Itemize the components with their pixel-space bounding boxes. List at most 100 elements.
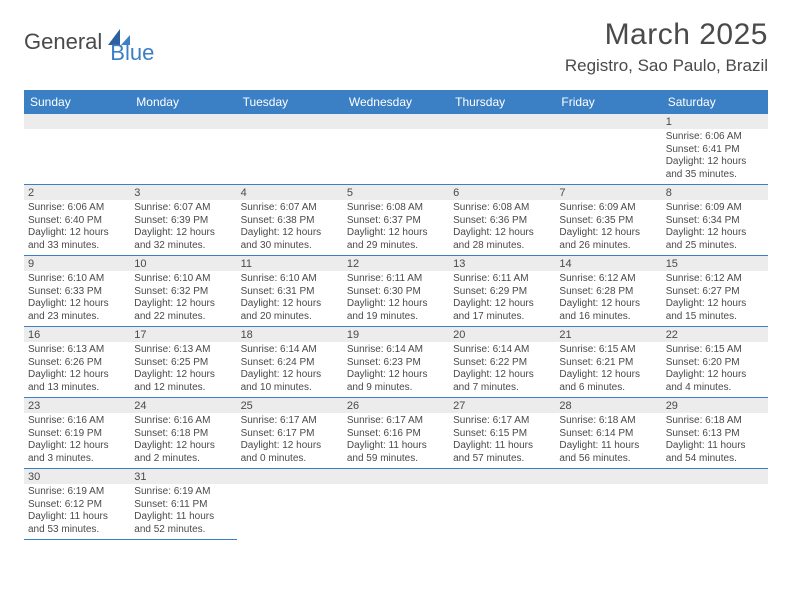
daylight-text-1: Daylight: 12 hours: [134, 227, 232, 240]
daylight-text-2: and 23 minutes.: [28, 311, 126, 324]
day-info: Sunrise: 6:06 AMSunset: 6:41 PMDaylight:…: [662, 129, 768, 184]
blank-cell: [237, 114, 343, 185]
day-info: Sunrise: 6:07 AMSunset: 6:39 PMDaylight:…: [130, 200, 236, 255]
day-info: Sunrise: 6:08 AMSunset: 6:37 PMDaylight:…: [343, 200, 449, 255]
blank-cell: [343, 114, 449, 185]
daylight-text-1: Daylight: 12 hours: [666, 369, 764, 382]
sunrise-text: Sunrise: 6:08 AM: [453, 202, 551, 215]
day-cell: 31Sunrise: 6:19 AMSunset: 6:11 PMDayligh…: [130, 469, 236, 540]
location-text: Registro, Sao Paulo, Brazil: [565, 56, 768, 76]
sunset-text: Sunset: 6:17 PM: [241, 428, 339, 441]
day-info: Sunrise: 6:17 AMSunset: 6:17 PMDaylight:…: [237, 413, 343, 468]
daylight-text-2: and 25 minutes.: [666, 240, 764, 253]
day-cell: 19Sunrise: 6:14 AMSunset: 6:23 PMDayligh…: [343, 327, 449, 398]
day-info: Sunrise: 6:06 AMSunset: 6:40 PMDaylight:…: [24, 200, 130, 255]
day-cell: 20Sunrise: 6:14 AMSunset: 6:22 PMDayligh…: [449, 327, 555, 398]
day-cell: 7Sunrise: 6:09 AMSunset: 6:35 PMDaylight…: [555, 185, 661, 256]
blank-info: [24, 129, 130, 183]
daylight-text-2: and 20 minutes.: [241, 311, 339, 324]
daylight-text-1: Daylight: 12 hours: [347, 298, 445, 311]
day-cell: 16Sunrise: 6:13 AMSunset: 6:26 PMDayligh…: [24, 327, 130, 398]
daylight-text-2: and 6 minutes.: [559, 382, 657, 395]
blank-info: [555, 129, 661, 183]
daylight-text-1: Daylight: 12 hours: [347, 369, 445, 382]
sunrise-text: Sunrise: 6:17 AM: [347, 415, 445, 428]
daylight-text-1: Daylight: 11 hours: [347, 440, 445, 453]
blank-info: [662, 484, 768, 538]
sunrise-text: Sunrise: 6:08 AM: [347, 202, 445, 215]
daylight-text-2: and 53 minutes.: [28, 524, 126, 537]
day-number: 21: [555, 327, 661, 342]
daylight-text-2: and 7 minutes.: [453, 382, 551, 395]
day-info: Sunrise: 6:08 AMSunset: 6:36 PMDaylight:…: [449, 200, 555, 255]
day-number: 8: [662, 185, 768, 200]
daylight-text-1: Daylight: 12 hours: [28, 298, 126, 311]
dayhead-fri: Friday: [555, 90, 661, 114]
day-info: Sunrise: 6:16 AMSunset: 6:19 PMDaylight:…: [24, 413, 130, 468]
sunrise-text: Sunrise: 6:10 AM: [134, 273, 232, 286]
daylight-text-1: Daylight: 12 hours: [347, 227, 445, 240]
day-number: 11: [237, 256, 343, 271]
day-info: Sunrise: 6:09 AMSunset: 6:35 PMDaylight:…: [555, 200, 661, 255]
sunset-text: Sunset: 6:34 PM: [666, 215, 764, 228]
daylight-text-1: Daylight: 12 hours: [28, 369, 126, 382]
blank-cell: [662, 469, 768, 540]
sunrise-text: Sunrise: 6:14 AM: [347, 344, 445, 357]
sunrise-text: Sunrise: 6:15 AM: [559, 344, 657, 357]
daylight-text-1: Daylight: 12 hours: [559, 298, 657, 311]
blank-daynum: [130, 114, 236, 129]
day-info: Sunrise: 6:14 AMSunset: 6:23 PMDaylight:…: [343, 342, 449, 397]
sunset-text: Sunset: 6:28 PM: [559, 286, 657, 299]
sunrise-text: Sunrise: 6:14 AM: [453, 344, 551, 357]
daylight-text-1: Daylight: 11 hours: [666, 440, 764, 453]
day-number: 1: [662, 114, 768, 129]
blank-cell: [449, 114, 555, 185]
sunrise-text: Sunrise: 6:14 AM: [241, 344, 339, 357]
day-cell: 15Sunrise: 6:12 AMSunset: 6:27 PMDayligh…: [662, 256, 768, 327]
blank-daynum: [24, 114, 130, 129]
day-cell: 6Sunrise: 6:08 AMSunset: 6:36 PMDaylight…: [449, 185, 555, 256]
day-number: 24: [130, 398, 236, 413]
sunset-text: Sunset: 6:22 PM: [453, 357, 551, 370]
day-number: 16: [24, 327, 130, 342]
blank-daynum: [662, 469, 768, 484]
day-number: 3: [130, 185, 236, 200]
sunrise-text: Sunrise: 6:18 AM: [559, 415, 657, 428]
day-cell: 21Sunrise: 6:15 AMSunset: 6:21 PMDayligh…: [555, 327, 661, 398]
day-number: 26: [343, 398, 449, 413]
daylight-text-2: and 28 minutes.: [453, 240, 551, 253]
day-number: 30: [24, 469, 130, 484]
daylight-text-1: Daylight: 12 hours: [241, 298, 339, 311]
day-number: 27: [449, 398, 555, 413]
sunset-text: Sunset: 6:38 PM: [241, 215, 339, 228]
daylight-text-2: and 35 minutes.: [666, 169, 764, 182]
daylight-text-2: and 17 minutes.: [453, 311, 551, 324]
day-cell: 5Sunrise: 6:08 AMSunset: 6:37 PMDaylight…: [343, 185, 449, 256]
daylight-text-2: and 57 minutes.: [453, 453, 551, 466]
sunset-text: Sunset: 6:27 PM: [666, 286, 764, 299]
daylight-text-2: and 29 minutes.: [347, 240, 445, 253]
day-info: Sunrise: 6:18 AMSunset: 6:14 PMDaylight:…: [555, 413, 661, 468]
day-info: Sunrise: 6:13 AMSunset: 6:26 PMDaylight:…: [24, 342, 130, 397]
daylight-text-2: and 3 minutes.: [28, 453, 126, 466]
day-number: 2: [24, 185, 130, 200]
daylight-text-1: Daylight: 12 hours: [134, 298, 232, 311]
month-title: March 2025: [565, 18, 768, 52]
day-info: Sunrise: 6:14 AMSunset: 6:22 PMDaylight:…: [449, 342, 555, 397]
sunset-text: Sunset: 6:37 PM: [347, 215, 445, 228]
logo: General Blue: [24, 18, 154, 66]
day-number: 12: [343, 256, 449, 271]
day-number: 6: [449, 185, 555, 200]
dayhead-mon: Monday: [130, 90, 236, 114]
sunrise-text: Sunrise: 6:09 AM: [559, 202, 657, 215]
day-cell: 26Sunrise: 6:17 AMSunset: 6:16 PMDayligh…: [343, 398, 449, 469]
sunrise-text: Sunrise: 6:07 AM: [241, 202, 339, 215]
week-row: 9Sunrise: 6:10 AMSunset: 6:33 PMDaylight…: [24, 256, 768, 327]
sunset-text: Sunset: 6:21 PM: [559, 357, 657, 370]
day-info: Sunrise: 6:19 AMSunset: 6:11 PMDaylight:…: [130, 484, 236, 539]
sunrise-text: Sunrise: 6:10 AM: [241, 273, 339, 286]
blank-info: [237, 129, 343, 183]
day-info: Sunrise: 6:09 AMSunset: 6:34 PMDaylight:…: [662, 200, 768, 255]
day-cell: 25Sunrise: 6:17 AMSunset: 6:17 PMDayligh…: [237, 398, 343, 469]
day-number: 7: [555, 185, 661, 200]
